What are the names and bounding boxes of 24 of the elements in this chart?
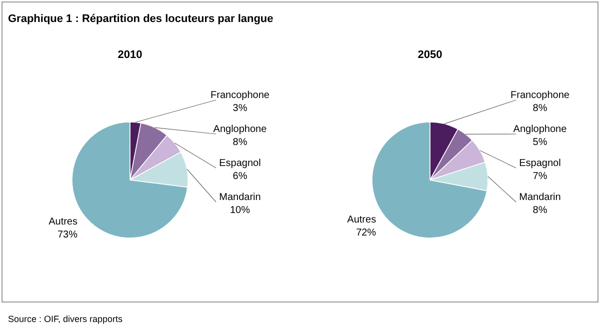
data-label: 73% (57, 229, 78, 240)
source-note: Source : OIF, divers rapports (8, 314, 124, 324)
data-label: 8% (532, 103, 548, 114)
chart-title: 2050 (418, 49, 442, 61)
data-label: 8% (532, 205, 548, 216)
chart-title: 2010 (118, 49, 142, 61)
slice-label: Autres (347, 214, 376, 226)
data-label: 72% (356, 228, 376, 239)
data-label: 10% (230, 205, 250, 216)
data-label: 6% (232, 171, 248, 182)
slice-label: Francophone (210, 90, 270, 101)
slice-label: Espagnol (219, 158, 261, 169)
data-label: 8% (232, 137, 248, 148)
slice-label: Espagnol (519, 158, 561, 169)
data-label: 5% (532, 137, 548, 148)
slice-label: Mandarin (219, 192, 261, 203)
data-label: 7% (532, 171, 548, 182)
slice-label: Francophone (510, 90, 570, 101)
slice-label: Autres (48, 216, 78, 228)
slice-label: Anglophone (513, 124, 568, 135)
slice-label: Anglophone (213, 124, 268, 135)
text: Graphique 1 : Répartition des locuteurs par langue (8, 13, 274, 25)
data-label: 3% (232, 103, 248, 114)
slice-label: Mandarin (519, 192, 561, 203)
